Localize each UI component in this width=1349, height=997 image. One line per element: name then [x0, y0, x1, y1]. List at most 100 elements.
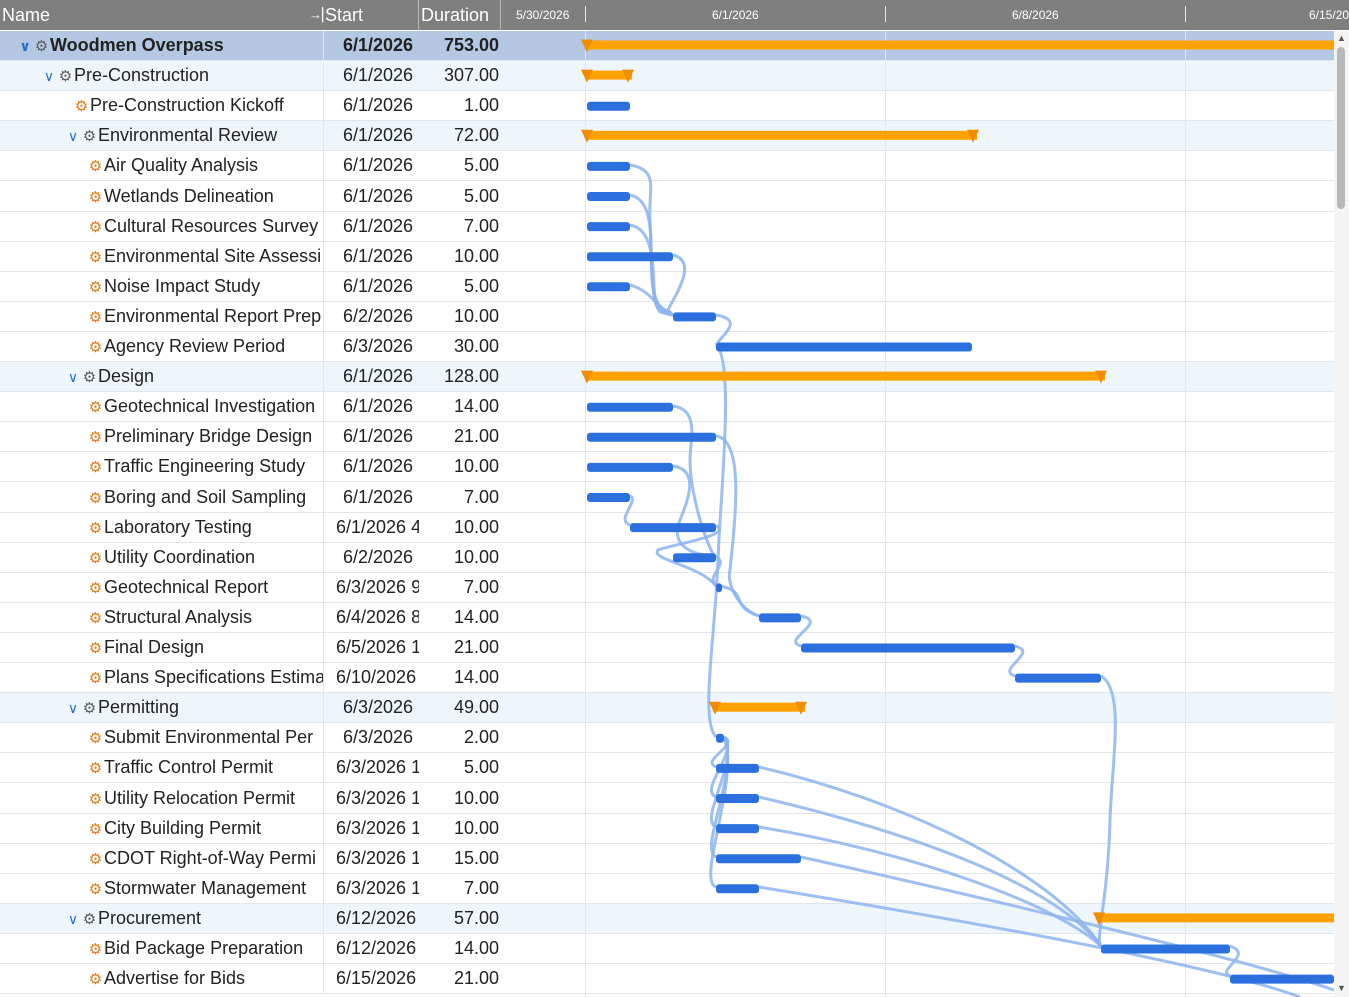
scroll-up-arrow-icon[interactable]: ▲ — [1337, 33, 1346, 43]
task-name-cell[interactable]: ∨ ⚙Pre-Construction — [0, 61, 323, 90]
task-row-environmental-review[interactable]: ∨ ⚙Environmental Review 6/1/2026 72.00 — [0, 121, 1334, 152]
task-row-stormwater-management[interactable]: ⚙Stormwater Management 6/3/2026 1 7.00 — [0, 873, 1334, 904]
task-name-cell[interactable]: ∨ ⚙Design — [0, 362, 323, 391]
task-row-structural-analysis[interactable]: ⚙Structural Analysis 6/4/2026 8 14.00 — [0, 602, 1334, 633]
task-name-cell[interactable]: ⚙CDOT Right-of-Way Permi — [0, 844, 323, 873]
collapse-chevron-icon[interactable]: ∨ — [67, 369, 79, 386]
task-row-utility-coordination[interactable]: ⚙Utility Coordination 6/2/2026 10.00 — [0, 542, 1334, 573]
task-row-city-building-permit[interactable]: ⚙City Building Permit 6/3/2026 1 10.00 — [0, 813, 1334, 844]
task-name-cell[interactable]: ⚙Geotechnical Investigation — [0, 392, 323, 421]
task-name-cell[interactable]: ∨ ⚙Procurement — [0, 904, 323, 933]
task-name-cell[interactable]: ∨ ⚙Environmental Review — [0, 121, 323, 150]
task-row-pre-construction[interactable]: ∨ ⚙Pre-Construction 6/1/2026 307.00 — [0, 61, 1334, 92]
task-duration-cell[interactable]: 5.00 — [463, 757, 499, 778]
task-start-cell[interactable]: 6/5/2026 1 — [323, 633, 419, 662]
task-start-cell[interactable]: 6/3/2026 1 — [323, 873, 419, 903]
task-duration-cell[interactable]: 14.00 — [453, 667, 499, 688]
task-row-environmental-site-assessi[interactable]: ⚙Environmental Site Assessi 6/1/2026 10.00 — [0, 241, 1334, 272]
task-start-cell[interactable]: 6/1/2026 — [323, 151, 419, 181]
task-duration-cell[interactable]: 7.00 — [463, 215, 499, 236]
task-row-cdot-right-of-way-permi[interactable]: ⚙CDOT Right-of-Way Permi 6/3/2026 1 15.00 — [0, 843, 1334, 874]
summary-bar[interactable] — [713, 702, 805, 712]
task-name-cell[interactable]: ⚙Wetlands Delineation — [0, 182, 323, 211]
task-start-cell[interactable]: 6/3/2026 — [323, 332, 419, 361]
task-bar[interactable] — [587, 282, 630, 292]
summary-bar[interactable] — [585, 40, 1334, 50]
column-divider[interactable] — [418, 0, 419, 30]
task-duration-cell[interactable]: 57.00 — [453, 907, 499, 928]
task-name-cell[interactable]: ⚙Utility Relocation Permit — [0, 784, 323, 813]
column-header-start[interactable]: Start — [323, 0, 419, 30]
task-name-cell[interactable]: ⚙Traffic Control Permit — [0, 753, 323, 782]
task-start-cell[interactable]: 6/1/2026 — [323, 392, 419, 422]
dependency-link[interactable] — [623, 494, 634, 527]
collapse-chevron-icon[interactable]: ∨ — [67, 128, 79, 145]
task-name-cell[interactable]: ⚙Advertise for Bids — [0, 964, 323, 993]
task-bar[interactable] — [673, 553, 716, 563]
task-start-cell[interactable]: 6/15/2026 — [323, 964, 419, 994]
task-row-laboratory-testing[interactable]: ⚙Laboratory Testing 6/1/2026 4 10.00 — [0, 512, 1334, 543]
task-duration-cell[interactable]: 21.00 — [453, 426, 499, 447]
scrollbar-thumb[interactable] — [1337, 47, 1345, 209]
dependency-link[interactable] — [672, 404, 718, 558]
summary-end-marker[interactable] — [967, 129, 979, 143]
task-duration-cell[interactable]: 2.00 — [463, 727, 499, 748]
task-row-noise-impact-study[interactable]: ⚙Noise Impact Study 6/1/2026 5.00 — [0, 271, 1334, 302]
task-start-cell[interactable]: 6/10/2026 — [323, 663, 419, 693]
dependency-link[interactable] — [666, 253, 687, 317]
collapse-chevron-icon[interactable]: ∨ — [19, 38, 31, 54]
task-row-final-design[interactable]: ⚙Final Design 6/5/2026 1 21.00 — [0, 633, 1334, 663]
task-row-cultural-resources-survey[interactable]: ⚙Cultural Resources Survey 6/1/2026 7.00 — [0, 211, 1334, 242]
task-duration-cell[interactable]: 30.00 — [453, 336, 499, 356]
task-name-cell[interactable]: ⚙Air Quality Analysis — [0, 151, 323, 180]
task-name-cell[interactable]: ⚙Bid Package Preparation — [0, 934, 323, 963]
task-bar[interactable] — [716, 763, 759, 773]
task-duration-cell[interactable]: 21.00 — [453, 968, 499, 989]
task-name-cell[interactable]: ∨ ⚙Woodmen Overpass — [0, 31, 323, 60]
summary-start-marker[interactable] — [581, 370, 593, 384]
task-duration-cell[interactable]: 5.00 — [463, 275, 499, 296]
task-start-cell[interactable]: 6/1/2026 — [323, 241, 419, 271]
task-duration-cell[interactable]: 5.00 — [463, 185, 499, 206]
task-bar[interactable] — [587, 252, 673, 262]
task-start-cell[interactable]: 6/1/2026 — [323, 362, 419, 392]
grid-chart-splitter[interactable] — [500, 0, 501, 30]
task-bar[interactable] — [587, 402, 673, 412]
summary-end-marker[interactable] — [795, 701, 807, 715]
task-duration-cell[interactable]: 14.00 — [453, 606, 499, 627]
dependency-link[interactable] — [1097, 674, 1117, 948]
dependency-link[interactable] — [719, 584, 760, 618]
task-name-cell[interactable]: ⚙Cultural Resources Survey — [0, 212, 323, 241]
task-duration-cell[interactable]: 307.00 — [443, 65, 499, 86]
task-start-cell[interactable]: 6/2/2026 — [323, 301, 419, 331]
task-duration-cell[interactable]: 14.00 — [453, 396, 499, 417]
summary-start-marker[interactable] — [1093, 912, 1105, 926]
task-row-submit-environmental-per[interactable]: ⚙Submit Environmental Per 6/3/2026 2.00 — [0, 723, 1334, 754]
collapse-chevron-icon[interactable]: ∨ — [43, 68, 55, 85]
task-duration-cell[interactable]: 7.00 — [463, 576, 499, 597]
task-bar[interactable] — [587, 432, 716, 442]
task-duration-cell[interactable]: 753.00 — [443, 35, 499, 55]
task-start-cell[interactable]: 6/1/2026 — [323, 121, 419, 151]
task-duration-cell[interactable]: 128.00 — [443, 366, 499, 387]
task-bar-short[interactable] — [716, 733, 724, 743]
task-start-cell[interactable]: 6/1/2026 — [323, 271, 419, 301]
task-row-environmental-report-prep[interactable]: ⚙Environmental Report Prep 6/2/2026 10.00 — [0, 301, 1334, 332]
column-header-name[interactable]: Name — [0, 0, 323, 30]
dependency-link[interactable] — [672, 464, 717, 558]
task-start-cell[interactable]: 6/3/2026 — [323, 723, 419, 753]
collapse-chevron-icon[interactable]: ∨ — [67, 700, 79, 717]
task-start-cell[interactable]: 6/1/2026 — [323, 181, 419, 211]
column-header-duration[interactable]: Duration — [419, 0, 501, 30]
task-duration-cell[interactable]: 10.00 — [453, 516, 499, 537]
task-duration-cell[interactable]: 10.00 — [453, 817, 499, 838]
task-duration-cell[interactable]: 7.00 — [463, 486, 499, 507]
task-name-cell[interactable]: ⚙Pre-Construction Kickoff — [0, 91, 323, 120]
summary-bar[interactable] — [1097, 913, 1334, 923]
summary-bar[interactable] — [585, 70, 632, 80]
task-bar[interactable] — [587, 462, 673, 472]
task-start-cell[interactable]: 6/3/2026 1 — [323, 753, 419, 783]
task-bar[interactable] — [716, 342, 972, 352]
task-start-cell[interactable]: 6/3/2026 — [323, 693, 419, 723]
task-duration-cell[interactable]: 10.00 — [453, 456, 499, 477]
